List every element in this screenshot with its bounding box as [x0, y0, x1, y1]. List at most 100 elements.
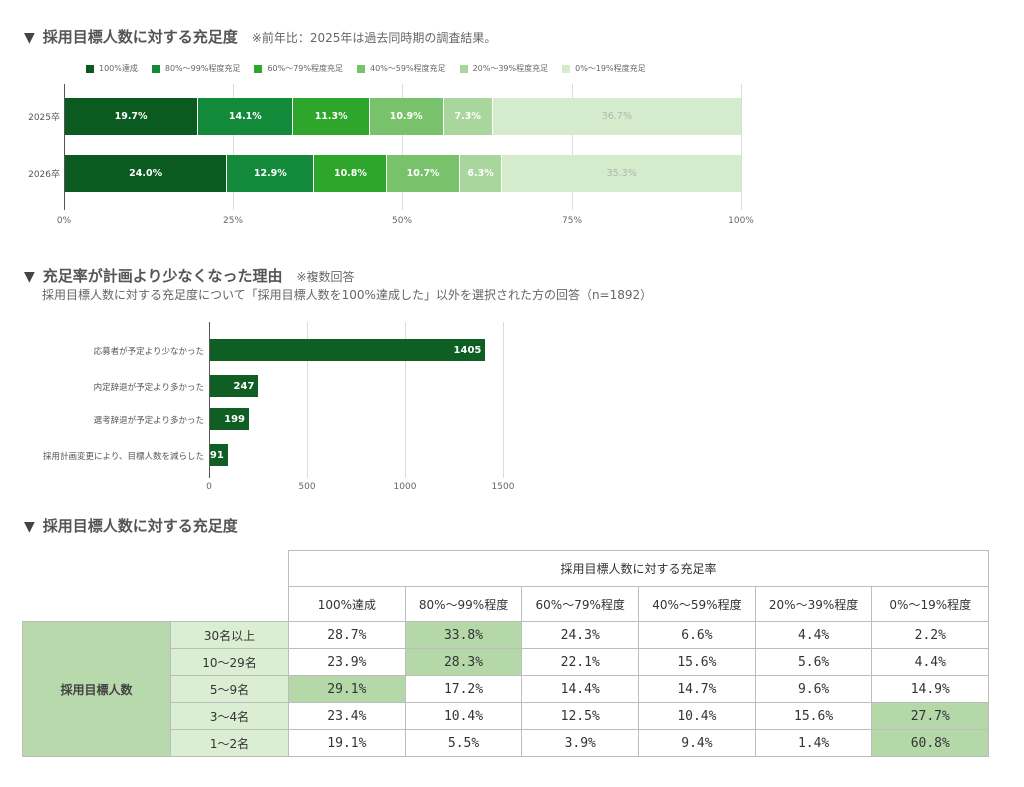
- x-tick: 1500: [491, 482, 515, 492]
- row-label-2026: 2026卒: [28, 170, 60, 180]
- table-row: 採用目標人数 30名以上 28.7% 33.8% 24.3% 6.6% 4.4%…: [22, 621, 990, 757]
- bar-segment: 12.9%: [227, 155, 315, 192]
- legend-label: 100%達成: [99, 64, 138, 73]
- column-header: 20%～39%程度: [754, 586, 873, 622]
- table-cell: 14.9%: [871, 675, 990, 703]
- table-cell: 5.6%: [754, 648, 873, 676]
- table-cell: 10.4%: [404, 702, 523, 730]
- column-header: 0%～19%程度: [871, 586, 990, 622]
- bar-segment: 10.9%: [369, 98, 444, 135]
- legend-item-60: 60%～79%程度充足: [254, 63, 343, 74]
- bar-segment: 10.7%: [387, 155, 460, 192]
- row-label-2025: 2025卒: [28, 113, 60, 123]
- legend-swatch: [151, 64, 160, 73]
- gridline: [405, 322, 406, 478]
- table-cell: 14.7%: [638, 675, 756, 703]
- table-cell: 24.3%: [521, 621, 640, 649]
- bar-segment: 24.0%: [65, 155, 228, 192]
- x-tick: 0: [206, 482, 212, 492]
- y-axis-line: [64, 84, 65, 210]
- bar-applicants-fewer: 1405: [210, 339, 486, 361]
- x-tick: 75%: [561, 216, 583, 226]
- triangle-down-icon: ▼: [24, 519, 35, 535]
- table-cell: 12.5%: [521, 702, 640, 730]
- x-tick: 0%: [56, 216, 72, 226]
- table-cell: 28.7%: [288, 621, 406, 649]
- table-cell-highlight: 27.7%: [871, 702, 990, 730]
- section-title-fill-rate: ▼ 採用目標人数に対する充足度 ※前年比：2025年は過去同時期の調査結果。: [24, 26, 496, 47]
- fill-rate-table: 採用目標人数に対する充足率 100%達成 80%～99%程度 60%～79%程度…: [22, 550, 990, 757]
- x-tick: 50%: [391, 216, 413, 226]
- row-header: 5～9名: [170, 675, 289, 703]
- bar-selection-withdrawals: 199: [210, 408, 249, 430]
- row-header: 3～4名: [170, 702, 289, 730]
- gridline: [572, 84, 573, 210]
- table-cell: 9.6%: [754, 675, 873, 703]
- category-label: 内定辞退が予定より多かった: [93, 383, 204, 393]
- table-cell: 14.4%: [521, 675, 640, 703]
- x-tick: 100%: [728, 216, 754, 226]
- section-title-reasons: ▼ 充足率が計画より少なくなった理由 ※複数回答: [24, 265, 355, 286]
- bar-segment: 11.3%: [293, 98, 370, 135]
- table-cell: 22.1%: [521, 648, 640, 676]
- column-header: 40%～59%程度: [638, 586, 756, 622]
- table-cell: 23.4%: [288, 702, 406, 730]
- section-note: ※前年比：2025年は過去同時期の調査結果。: [251, 31, 497, 45]
- bar-segment: 36.7%: [492, 98, 741, 135]
- section-title-text: 充足率が計画より少なくなった理由: [42, 267, 283, 285]
- legend-item-80: 80%～99%程度充足: [151, 63, 241, 74]
- legend-swatch: [459, 64, 468, 73]
- category-label: 応募者が予定より少なかった: [93, 347, 204, 357]
- table-corner-blank: [22, 550, 289, 587]
- table-cell-highlight: 33.8%: [404, 621, 523, 649]
- table-cell: 4.4%: [871, 648, 990, 676]
- category-label: 採用計画変更により、目標人数を減らした: [43, 452, 204, 462]
- table-cell: 15.6%: [638, 648, 756, 676]
- table-row: 5～9名 29.1% 17.2% 14.4% 14.7% 9.6% 14.9%: [23, 675, 990, 703]
- table-row: 1～2名 19.1% 5.5% 3.9% 9.4% 1.4% 60.8%: [23, 729, 990, 757]
- column-header: 60%～79%程度: [521, 586, 640, 622]
- section-note: ※複数回答: [296, 270, 355, 284]
- y-axis-line: [209, 322, 210, 478]
- row-header: 1～2名: [170, 729, 289, 757]
- table-cell: 1.4%: [754, 729, 873, 757]
- x-tick: 500: [298, 482, 316, 492]
- legend-swatch: [357, 64, 365, 73]
- legend-swatch: [86, 64, 94, 73]
- table-cell: 2.2%: [871, 621, 990, 649]
- row-header: 10～29名: [170, 648, 289, 676]
- gridline: [402, 84, 403, 210]
- legend-label: 20%～39%程度充足: [472, 64, 549, 73]
- table-cell: 6.6%: [638, 621, 756, 649]
- legend-item-20: 20%～39%程度充足: [459, 63, 549, 74]
- bar-segment: 14.1%: [198, 98, 294, 135]
- table-cell: 23.9%: [288, 648, 406, 676]
- bar-segment: 19.7%: [65, 98, 199, 135]
- legend-item-0: 0%～19%程度充足: [562, 63, 646, 74]
- column-header: 100%達成: [288, 586, 406, 622]
- bar-segment: 7.3%: [443, 98, 493, 135]
- table-cell-highlight: 29.1%: [288, 675, 406, 703]
- table-cell-highlight: 28.3%: [404, 648, 523, 676]
- bar-offer-declines: 247: [210, 375, 259, 397]
- legend-label: 0%～19%程度充足: [575, 64, 646, 73]
- gridline: [307, 322, 308, 478]
- legend-item-100: 100%達成: [86, 63, 138, 74]
- column-header: 80%～99%程度: [404, 586, 523, 622]
- section-subtitle: 採用目標人数に対する充足度について「採用目標人数を100%達成した」以外を選択さ…: [42, 288, 653, 302]
- legend-label: 80%～99%程度充足: [164, 64, 241, 73]
- table-group-header: 採用目標人数に対する充足率: [287, 550, 990, 587]
- row-header: 30名以上: [170, 621, 289, 649]
- table-row: 10～29名 23.9% 28.3% 22.1% 15.6% 5.6% 4.4%: [23, 648, 990, 676]
- legend-item-40: 40%～59%程度充足: [357, 63, 446, 74]
- section-title-text: 採用目標人数に対する充足度: [42, 517, 238, 535]
- stacked-bar-2025: 19.7% 14.1% 11.3% 10.9% 7.3% 36.7%: [65, 98, 741, 135]
- bar-plan-reduced: 91: [210, 444, 228, 466]
- bar-segment: 10.8%: [314, 155, 388, 192]
- stacked-bar-2026: 24.0% 12.9% 10.8% 10.7% 6.3% 35.3%: [65, 155, 741, 192]
- row-group-header: 採用目標人数: [22, 621, 171, 757]
- triangle-down-icon: ▼: [24, 30, 35, 46]
- category-label: 選考辞退が予定より多かった: [93, 416, 204, 426]
- table-cell: 3.9%: [521, 729, 640, 757]
- legend-label: 60%～79%程度充足: [267, 64, 343, 73]
